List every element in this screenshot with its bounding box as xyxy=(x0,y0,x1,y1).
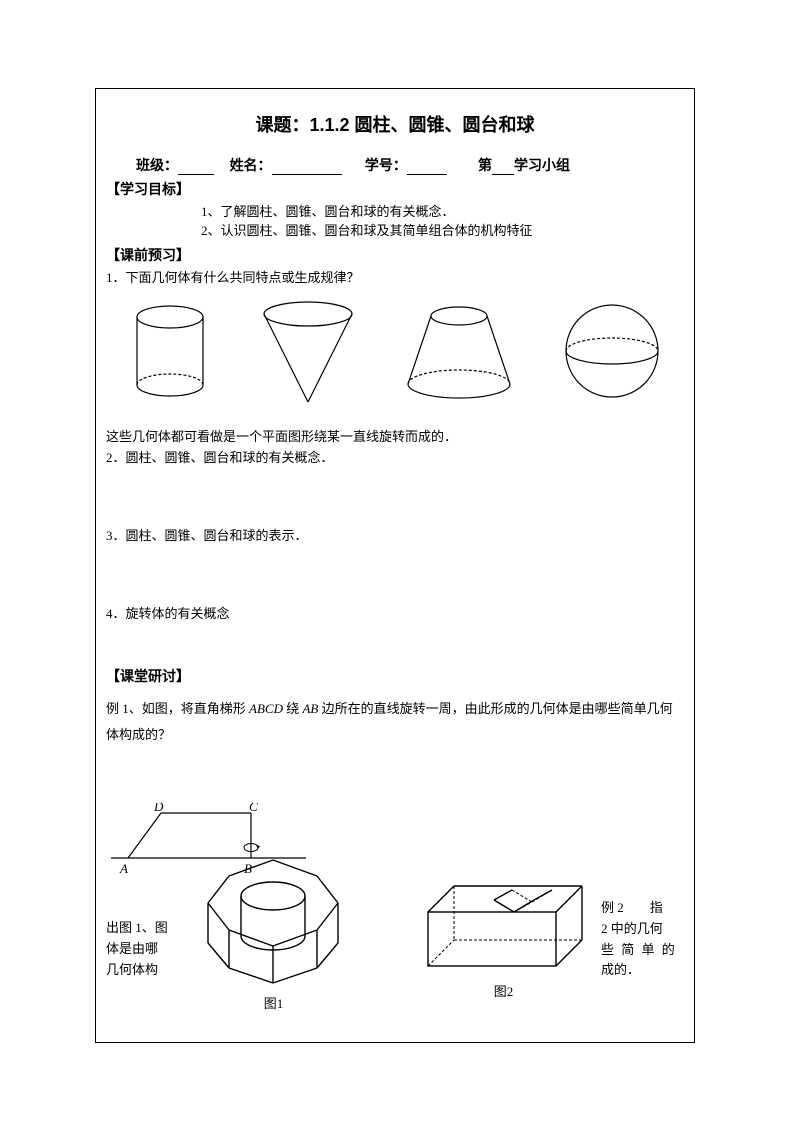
side-left-1: 出图 1、图 xyxy=(106,918,181,939)
question-4: 4．旋转体的有关概念 xyxy=(106,603,684,622)
shapes-row xyxy=(106,296,684,406)
question-3: 3．圆柱、圆锥、圆台和球的表示． xyxy=(106,525,684,544)
side-right-4: 成的． xyxy=(601,960,681,981)
spacer-2 xyxy=(106,546,684,601)
cone-icon xyxy=(253,294,363,409)
answer-1: 这些几何体都可看做是一个平面图形绕某一直线旋转而成的． xyxy=(106,426,684,445)
id-label: 学号： xyxy=(365,157,407,173)
side-right-3: 些 简 单 的 xyxy=(601,940,681,961)
figure-1-wrap: 图1 xyxy=(186,848,361,1012)
group-suffix: 学习小组 xyxy=(514,157,570,173)
name-blank[interactable] xyxy=(272,161,342,175)
side-left-3: 几何体构 xyxy=(106,960,181,981)
label-c: C xyxy=(249,803,258,814)
figures-area: D C A B xyxy=(106,768,684,998)
preview-heading: 【课前预习】 xyxy=(106,245,684,265)
group-prefix: 第 xyxy=(478,157,492,173)
page-frame: 课题：1.1.2 圆柱、圆锥、圆台和球 班级： 姓名： 学号： 第 学习小组 【学… xyxy=(95,88,695,1043)
side-text-left: 出图 1、图 体是由哪 几何体构 xyxy=(106,918,181,980)
sphere-icon xyxy=(557,299,667,404)
goal-2: 2、认识圆柱、圆锥、圆台和球及其简单组合体的机构特征 xyxy=(201,220,684,239)
side-left-2: 体是由哪 xyxy=(106,939,181,960)
label-d: D xyxy=(153,803,164,814)
example-1: 例 1、如图，将直角梯形 ABCD 绕 AB 边所在的直线旋转一周，由此形成的几… xyxy=(106,696,684,748)
figure-2-icon xyxy=(416,876,591,976)
class-blank[interactable] xyxy=(178,161,214,175)
ex1-abcd: ABCD xyxy=(249,701,283,716)
figure-2-wrap: 图2 xyxy=(416,876,591,1000)
goals-heading: 【学习目标】 xyxy=(106,179,684,199)
label-a: A xyxy=(119,861,128,876)
ex1-text-a: 例 1、如图，将直角梯形 xyxy=(106,701,249,716)
spacer-1 xyxy=(106,468,684,523)
goal-1: 1、了解圆柱、圆锥、圆台和球的有关概念． xyxy=(201,201,684,220)
lesson-title: 课题：1.1.2 圆柱、圆锥、圆台和球 xyxy=(106,111,684,137)
frustum-icon xyxy=(397,299,522,404)
group-blank[interactable] xyxy=(492,161,514,175)
name-label: 姓名： xyxy=(230,157,272,173)
spacer-3 xyxy=(106,624,684,664)
side-right-1: 例 2 指 xyxy=(601,898,681,919)
cylinder-icon xyxy=(123,299,218,404)
discuss-heading: 【课堂研讨】 xyxy=(106,666,684,686)
side-right-2: 2 中的几何 xyxy=(601,919,681,940)
figure-1-icon xyxy=(186,848,361,988)
question-2: 2．圆柱、圆锥、圆台和球的有关概念． xyxy=(106,447,684,466)
ex1-ab: AB xyxy=(302,701,318,716)
question-1: 1．下面几何体有什么共同特点或生成规律？ xyxy=(106,267,684,286)
id-blank[interactable] xyxy=(407,161,447,175)
student-info-row: 班级： 姓名： 学号： 第 学习小组 xyxy=(136,155,684,175)
figure-2-label: 图2 xyxy=(416,981,591,1000)
side-text-right: 例 2 指 2 中的几何 些 简 单 的 成的． xyxy=(601,898,681,981)
class-label: 班级： xyxy=(136,157,178,173)
figure-1-label: 图1 xyxy=(186,993,361,1012)
ex1-text-c: 绕 xyxy=(283,701,303,716)
